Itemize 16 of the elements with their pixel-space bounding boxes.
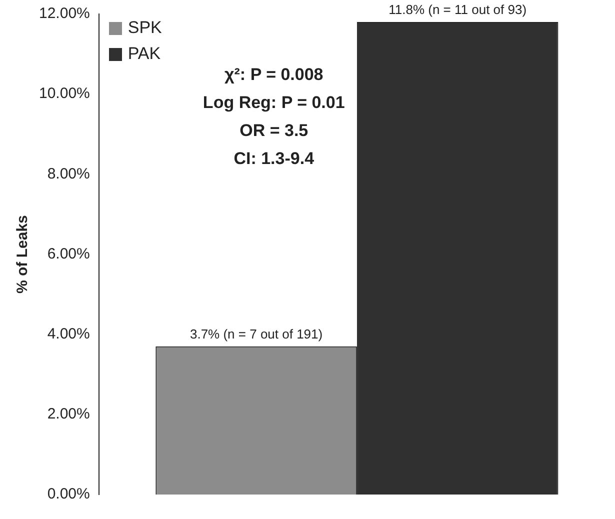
annotation: CI: 1.3-9.4 xyxy=(234,149,315,168)
y-tick-label: 12.00% xyxy=(39,5,90,22)
y-tick-label: 2.00% xyxy=(47,406,90,423)
annotation: OR = 3.5 xyxy=(240,121,308,140)
data-label: 11.8% (n = 11 out of 93) xyxy=(388,2,527,18)
y-tick-label: 0.00% xyxy=(47,486,90,503)
y-tick-label: 8.00% xyxy=(47,165,90,182)
y-tick-label: 10.00% xyxy=(39,85,90,102)
annotation: χ²: P = 0.008 xyxy=(224,65,324,84)
data-label: 3.7% (n = 7 out of 191) xyxy=(190,326,323,342)
y-tick-label: 4.00% xyxy=(47,326,90,343)
y-axis-title: % of Leaks xyxy=(14,215,32,294)
y-tick-label: 6.00% xyxy=(47,245,90,262)
annotation: Log Reg: P = 0.01 xyxy=(202,93,345,112)
legend-label: SPK xyxy=(126,18,162,38)
legend-label: PAK xyxy=(126,44,162,64)
